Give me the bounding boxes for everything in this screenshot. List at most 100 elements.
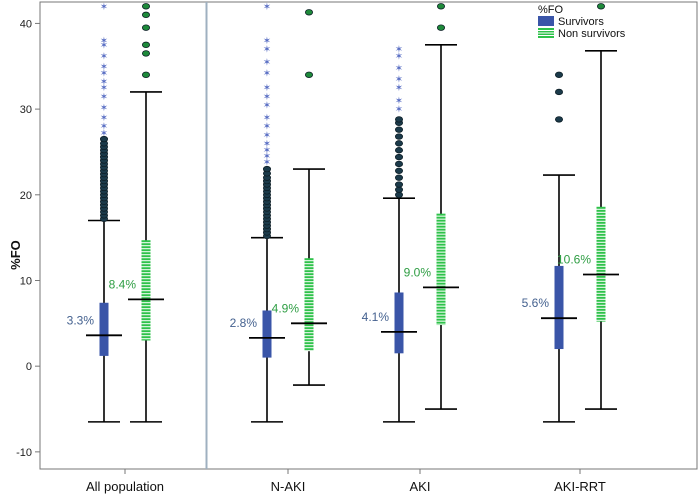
group-all-population: ✶✶✶✶✶✶✶✶✶✶✶✶✶3.3%8.4% xyxy=(67,2,164,423)
extreme-outlier-point: ✶ xyxy=(395,105,403,116)
y-tick-label: 40 xyxy=(20,18,32,30)
x-axis: All population N-AKI AKI AKI-RRT xyxy=(86,469,606,494)
outlier-point xyxy=(141,50,150,57)
group-aki: ✶✶✶✶✶✶✶4.1%9.0% xyxy=(362,3,459,423)
outlier-point xyxy=(555,71,564,79)
box-body xyxy=(596,206,606,322)
y-axis: -10 0 10 20 30 40 xyxy=(16,18,40,459)
extreme-outlier-point: ✶ xyxy=(395,96,403,107)
extreme-outlier-point: ✶ xyxy=(100,83,108,94)
extreme-outlier-point: ✶ xyxy=(395,45,403,56)
extreme-outlier-point: ✶ xyxy=(263,92,271,103)
extreme-outlier-point: ✶ xyxy=(100,69,108,80)
outlier-point xyxy=(394,116,403,123)
category-label: AKI xyxy=(410,479,431,494)
non-survivors-box: 9.0% xyxy=(404,3,459,410)
extreme-outlier-point: ✶ xyxy=(263,122,271,133)
box-body xyxy=(554,265,564,350)
extreme-outlier-point: ✶ xyxy=(100,36,108,47)
box-series: ✶✶✶✶✶✶✶✶✶✶✶✶✶3.3%8.4%✶✶✶✶✶✶✶✶✶✶✶✶✶✶✶2.8%… xyxy=(67,2,619,423)
legend-swatch-non-survivors xyxy=(538,28,554,38)
legend: %FO Survivors Non survivors xyxy=(538,4,626,40)
extreme-outlier-point: ✶ xyxy=(263,158,271,169)
outlier-point xyxy=(394,126,403,133)
extreme-outlier-point: ✶ xyxy=(395,51,403,62)
extreme-outlier-point: ✶ xyxy=(100,62,108,73)
legend-label-non-survivors: Non survivors xyxy=(558,28,626,40)
extreme-outlier-point: ✶ xyxy=(395,63,403,74)
outlier-point xyxy=(394,133,403,140)
y-tick-label: 0 xyxy=(26,361,32,373)
median-percentage-label: 2.8% xyxy=(230,316,258,330)
median-percentage-label: 4.1% xyxy=(362,310,390,324)
outlier-point xyxy=(555,88,564,96)
plot-border xyxy=(39,1,698,470)
y-tick-label: 20 xyxy=(20,190,32,202)
extreme-outlier-point: ✶ xyxy=(263,57,271,68)
extreme-outlier-point: ✶ xyxy=(263,83,271,94)
extreme-outlier-point: ✶ xyxy=(100,129,108,140)
group-aki-rrt: 5.6% 10.6% xyxy=(522,3,619,423)
box-body xyxy=(304,258,314,351)
extreme-outlier-point: ✶ xyxy=(263,139,271,150)
outlier-point xyxy=(262,165,271,173)
outlier-point xyxy=(100,135,109,143)
survivors-box: ✶✶✶✶✶✶✶✶✶✶✶✶✶✶✶2.8% xyxy=(230,2,285,423)
category-label: All population xyxy=(86,479,164,494)
outlier-point xyxy=(394,140,403,147)
category-label: AKI-RRT xyxy=(554,479,606,494)
outlier-point xyxy=(394,153,403,161)
box-body xyxy=(262,310,272,358)
outlier-point xyxy=(436,24,445,31)
category-label: N-AKI xyxy=(271,479,306,494)
outlier-point xyxy=(141,11,150,19)
box-body xyxy=(394,292,404,354)
median-percentage-label: 10.6% xyxy=(557,252,591,266)
legend-label-survivors: Survivors xyxy=(558,16,604,28)
non-survivors-box: 10.6% xyxy=(557,3,619,410)
extreme-outlier-point: ✶ xyxy=(263,45,271,56)
extreme-outlier-point: ✶ xyxy=(263,36,271,47)
outlier-point xyxy=(597,3,606,10)
extreme-outlier-point: ✶ xyxy=(263,130,271,141)
y-axis-title: %FO xyxy=(8,240,23,270)
outlier-point xyxy=(436,3,445,10)
outlier-point xyxy=(141,71,150,79)
median-percentage-label: 8.4% xyxy=(109,277,137,291)
non-survivors-box: 8.4% xyxy=(109,3,164,423)
survivors-box: ✶✶✶✶✶✶✶✶✶✶✶✶✶3.3% xyxy=(67,2,122,423)
box-body xyxy=(99,302,109,356)
extreme-outlier-point: ✶ xyxy=(100,113,108,124)
extreme-outlier-point: ✶ xyxy=(395,83,403,94)
extreme-outlier-point: ✶ xyxy=(100,77,108,88)
median-percentage-label: 3.3% xyxy=(67,313,95,327)
outlier-point xyxy=(555,116,564,123)
survivors-box: 5.6% xyxy=(522,71,577,423)
outlier-point xyxy=(394,167,403,175)
extreme-outlier-point: ✶ xyxy=(263,146,271,157)
non-survivors-box: 4.9% xyxy=(272,9,327,386)
extreme-outlier-point: ✶ xyxy=(263,152,271,163)
outlier-point xyxy=(394,181,403,188)
extreme-outlier-point: ✶ xyxy=(100,51,108,62)
extreme-outlier-point: ✶ xyxy=(395,75,403,86)
survivors-box: ✶✶✶✶✶✶✶4.1% xyxy=(362,45,417,423)
y-tick-label: -10 xyxy=(16,447,32,459)
box-body xyxy=(436,213,446,326)
outlier-point xyxy=(141,41,150,49)
median-percentage-label: 5.6% xyxy=(522,296,550,310)
y-tick-label: 10 xyxy=(20,275,32,287)
extreme-outlier-point: ✶ xyxy=(263,113,271,124)
outlier-point xyxy=(141,24,150,31)
outlier-point xyxy=(304,71,313,79)
outlier-point xyxy=(304,9,313,16)
plot-frame xyxy=(39,1,698,470)
legend-swatch-survivors xyxy=(538,16,554,26)
outlier-point xyxy=(394,147,403,154)
extreme-outlier-point: ✶ xyxy=(100,40,108,51)
extreme-outlier-point: ✶ xyxy=(100,103,108,114)
outlier-point xyxy=(394,174,403,181)
extreme-outlier-point: ✶ xyxy=(263,100,271,111)
median-percentage-label: 9.0% xyxy=(404,265,432,279)
